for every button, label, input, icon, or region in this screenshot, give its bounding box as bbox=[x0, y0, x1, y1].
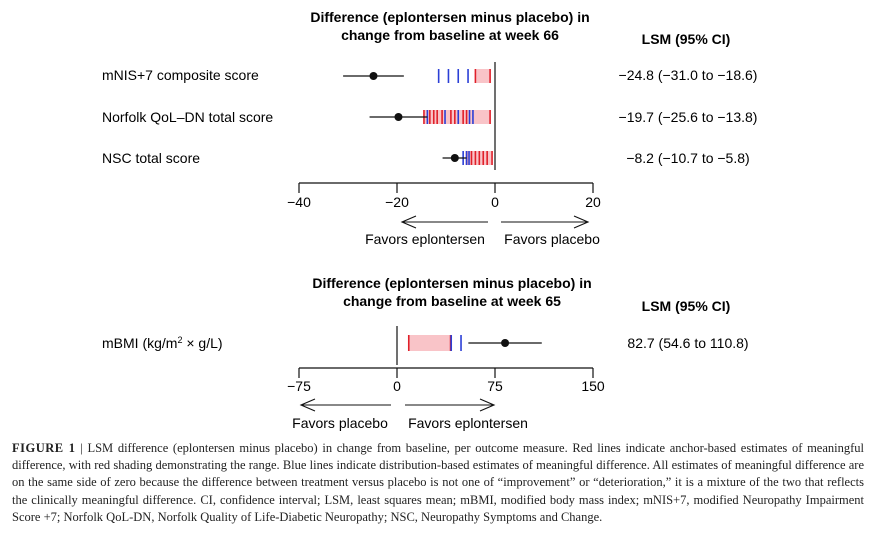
panel2-ci-header: LSM (95% CI) bbox=[642, 298, 731, 314]
ci-text-norfolk: −19.7 (−25.6 to −13.8) bbox=[619, 109, 758, 125]
ci-text-mnis7: −24.8 (−31.0 to −18.6) bbox=[619, 67, 758, 83]
lsm-point bbox=[450, 154, 459, 162]
panel2-tick-label: 0 bbox=[393, 378, 401, 394]
meaningful-difference-range bbox=[475, 69, 491, 83]
panel2-tick-label: 150 bbox=[581, 378, 605, 394]
favors-eplontersen-label: Favors eplontersen bbox=[365, 231, 485, 247]
panel2-marks bbox=[298, 326, 594, 378]
figure-panels: Difference (eplontersen minus placebo) i… bbox=[102, 9, 757, 431]
panel1-ci-header: LSM (95% CI) bbox=[642, 31, 731, 47]
ci-text-nsc: −8.2 (−10.7 to −5.8) bbox=[626, 150, 749, 166]
panel2-tick-label: 75 bbox=[487, 378, 503, 394]
row-label-nsc: NSC total score bbox=[102, 150, 200, 166]
panel1-tick-label: 0 bbox=[491, 194, 499, 210]
arrow-right-head bbox=[573, 215, 590, 229]
favors-eplontersen-label: Favors eplontersen bbox=[408, 415, 528, 431]
arrow-left-head bbox=[299, 398, 316, 412]
lsm-point bbox=[369, 72, 378, 80]
panel2-title-line1: Difference (eplontersen minus placebo) i… bbox=[312, 275, 591, 291]
panel1-direction-arrows bbox=[400, 215, 590, 229]
panel2-direction-arrows bbox=[299, 398, 496, 412]
row-label-mnis7: mNIS+7 composite score bbox=[102, 67, 259, 83]
row-label-mbmi-base: mBMI (kg/m bbox=[102, 335, 177, 351]
row-label-mbmi: mBMI (kg/m2 × g/L) bbox=[102, 335, 223, 351]
panel1-title-line2: change from baseline at week 66 bbox=[341, 27, 559, 43]
panel1-tick-label: −40 bbox=[287, 194, 311, 210]
ci-text-mbmi: 82.7 (54.6 to 110.8) bbox=[627, 335, 748, 351]
lsm-point bbox=[501, 339, 510, 347]
panel-week-65: Difference (eplontersen minus placebo) i… bbox=[102, 275, 749, 431]
row-label-mbmi-end: × g/L) bbox=[182, 335, 222, 351]
arrow-right-head bbox=[479, 398, 496, 412]
panel1-tick-label: 20 bbox=[585, 194, 601, 210]
row-label-mbmi-superscript: 2 bbox=[177, 335, 182, 345]
panel-week-66: Difference (eplontersen minus placebo) i… bbox=[102, 9, 757, 247]
lsm-point bbox=[394, 113, 403, 121]
caption-separator: | bbox=[80, 441, 83, 455]
panel2-title-line2: change from baseline at week 65 bbox=[343, 293, 561, 309]
panel1-marks bbox=[298, 62, 594, 193]
row-label-norfolk: Norfolk QoL–DN total score bbox=[102, 109, 273, 125]
panel2-tick-label: −75 bbox=[287, 378, 311, 394]
figure-caption: FIGURE 1 | LSM difference (eplontersen m… bbox=[12, 440, 864, 526]
caption-label: FIGURE 1 bbox=[12, 441, 76, 455]
arrow-left-head bbox=[400, 215, 417, 229]
panel1-tick-label: −20 bbox=[385, 194, 409, 210]
favors-placebo-label: Favors placebo bbox=[292, 415, 388, 431]
favors-placebo-label: Favors placebo bbox=[504, 231, 600, 247]
meaningful-difference-range bbox=[408, 335, 451, 351]
panel1-title-line1: Difference (eplontersen minus placebo) i… bbox=[310, 9, 589, 25]
caption-text: LSM difference (eplontersen minus placeb… bbox=[12, 441, 865, 524]
